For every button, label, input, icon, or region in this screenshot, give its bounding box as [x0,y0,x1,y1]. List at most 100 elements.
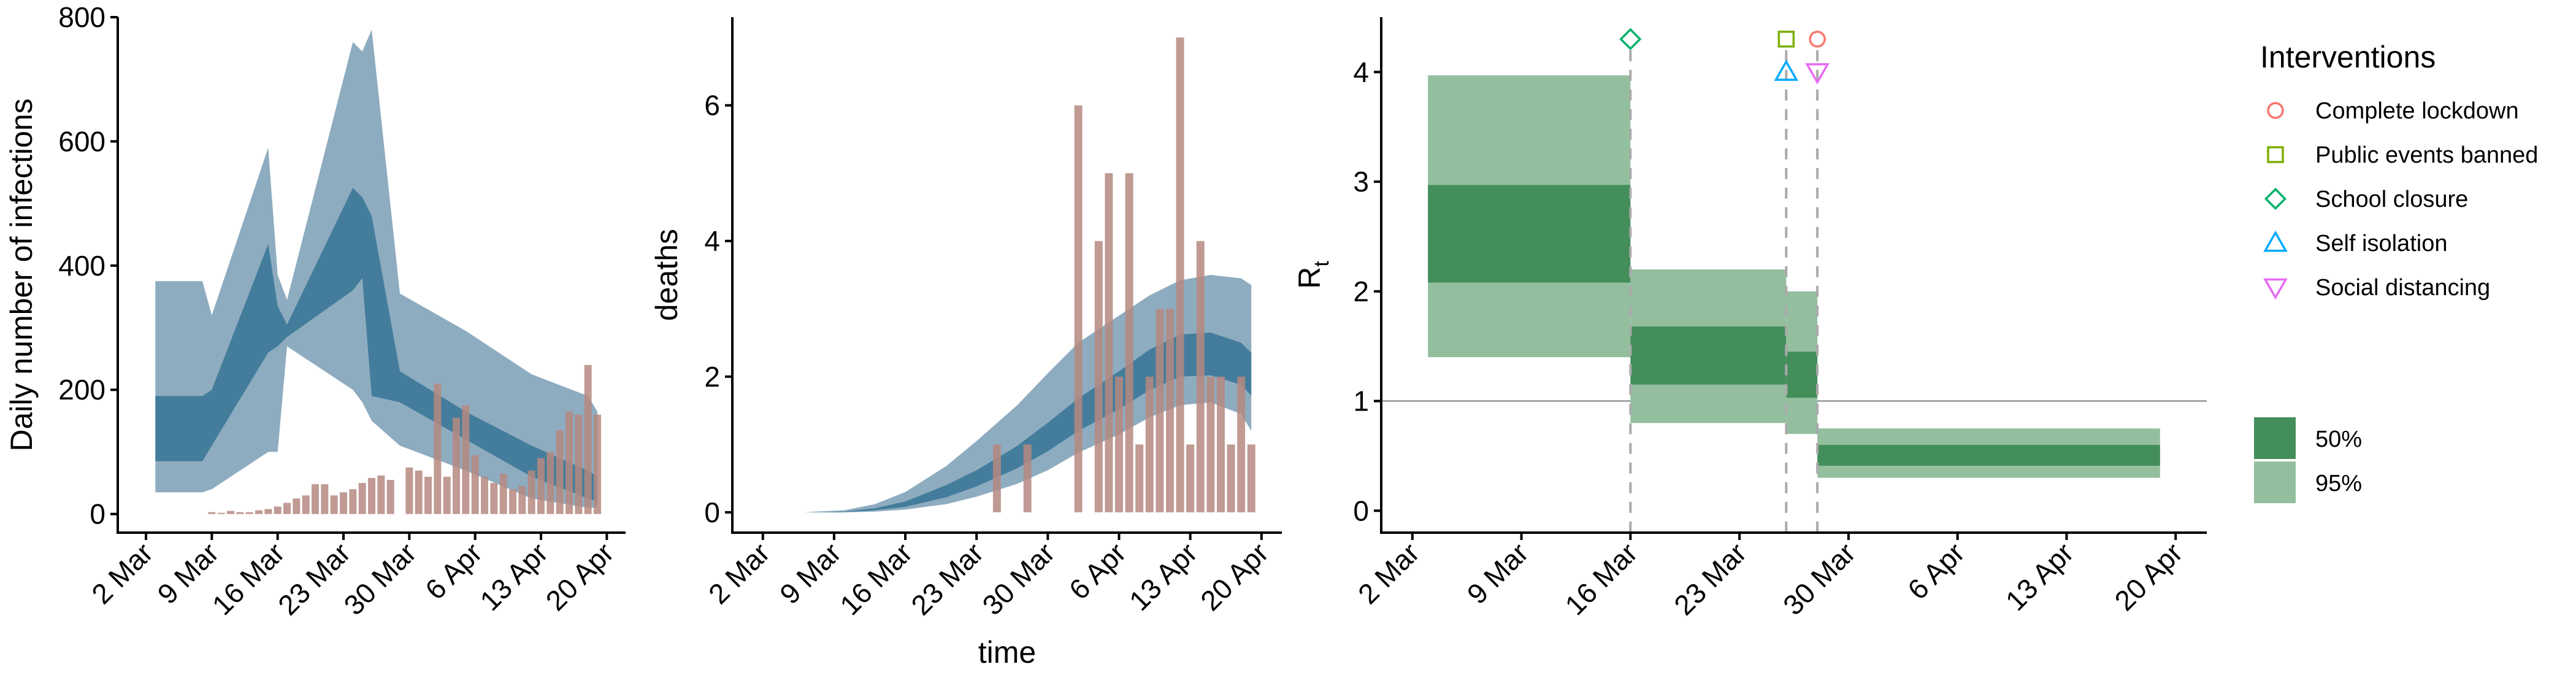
observed-bar [358,483,366,514]
interventions-legend: Interventions Complete lockdown Public ev… [2254,40,2538,503]
x-tick-label: 20 Apr [540,536,620,617]
observed-bar [1206,376,1215,512]
observed-bar [434,384,442,514]
x-tick-label: 16 Mar [834,536,918,621]
observed-bar [349,489,357,514]
observed-bar [368,477,375,514]
observed-bar [377,475,385,514]
observed-bar [443,476,451,514]
legend-marker-diamond [2264,187,2287,210]
rt-band-50-segment [1817,445,2160,466]
observed-bar [1135,444,1144,512]
observed-bar [217,512,225,514]
legend-intervention-items: Complete lockdown Public events banned Sch… [2263,98,2538,301]
x-tick-label: 9 Mar [1461,536,1535,610]
y-tick-label: 4 [1353,56,1369,88]
observed-bar [1115,376,1123,512]
y-tick-label: 400 [58,250,105,282]
intervention-marker [1777,30,1795,48]
band-50-ribbon [803,332,1252,512]
observed-bar [245,512,253,514]
legend-band-items: 50% 95% [2254,417,2362,503]
observed-bar [1105,173,1113,512]
observed-bar [1166,309,1174,512]
observed-bar [481,476,488,514]
rt-band-50-segment [1428,185,1631,283]
observed-bar [274,506,282,514]
observed-bar [527,470,535,514]
observed-bar [321,484,329,514]
y-axis-title: Rt [1292,261,1333,289]
x-tick-label: 20 Apr [1194,536,1275,617]
observed-bar [584,365,592,514]
y-tick-label: 3 [1353,166,1369,198]
observed-bar [499,473,507,514]
observed-bar [1145,376,1154,512]
observed-bar [1227,444,1235,512]
observed-bar [1074,105,1083,512]
legend-title: Interventions [2260,40,2436,74]
intervention-marker [1805,63,1830,85]
x-tick-label: 2 Mar [702,536,776,610]
x-tick-label: 30 Mar [976,536,1060,621]
observed-bar [992,444,1001,512]
x-tick-label: 30 Mar [337,536,422,621]
observed-bar [453,417,460,514]
y-tick-label: 0 [704,496,720,528]
y-tick-label: 0 [1353,495,1369,527]
y-tick-label: 200 [58,374,105,406]
observed-bar [1237,376,1246,512]
observed-bar [546,452,554,514]
observed-bar [1186,444,1195,512]
y-tick-label: 2 [1353,276,1369,307]
observed-bar [1023,444,1032,512]
intervention-marker [1774,60,1799,81]
y-tick-label: 800 [58,1,105,33]
observed-bar [462,405,470,514]
observed-bar [415,470,423,514]
observed-bar [386,479,394,514]
legend-band-swatch [2254,417,2296,459]
x-tick-label: 30 Mar [1777,536,1861,621]
observed-bar [556,430,564,514]
x-axis-title: time [978,635,1036,669]
x-tick-label: 13 Apr [1999,536,2080,617]
observed-bar [1176,37,1184,512]
x-tick-label: 23 Mar [1668,536,1752,621]
legend-label: Complete lockdown [2315,98,2519,124]
observed-bar [283,503,291,514]
band-95-ribbon [803,275,1252,512]
y-axis-title: deaths [650,229,684,321]
observed-bar [302,495,310,514]
observed-bar [1125,173,1133,512]
observed-bar [1216,376,1225,512]
y-axis-title-subscript: t [1310,261,1333,267]
x-tick-label: 23 Mar [905,536,989,621]
x-tick-label: 20 Apr [2108,536,2188,617]
observed-bar [264,509,272,514]
legend-label: Self isolation [2315,231,2447,257]
x-tick-label: 13 Apr [1123,536,1203,617]
observed-bar [340,492,347,514]
observed-bar [490,483,498,514]
rt-band-50-segment [1630,326,1787,385]
observed-bar [293,498,301,514]
x-tick-label: 13 Apr [473,536,554,617]
legend-marker-square [2267,146,2284,163]
y-axis-title: Daily number of infections [4,98,39,451]
y-tick-label: 6 [704,90,720,122]
observed-bar [1196,241,1205,512]
observed-bar [255,510,263,514]
legend-band-label: 50% [2315,426,2362,452]
observed-bar [575,414,583,514]
y-tick-label: 1 [1353,385,1369,417]
y-tick-label: 2 [704,361,720,393]
band-50-ribbon [155,188,598,502]
observed-bar [208,512,216,514]
y-tick-label: 0 [90,498,105,530]
observed-bar [1094,241,1103,512]
observed-bar [471,455,479,514]
observed-bar [594,414,601,514]
x-tick-label: 2 Mar [85,536,159,610]
